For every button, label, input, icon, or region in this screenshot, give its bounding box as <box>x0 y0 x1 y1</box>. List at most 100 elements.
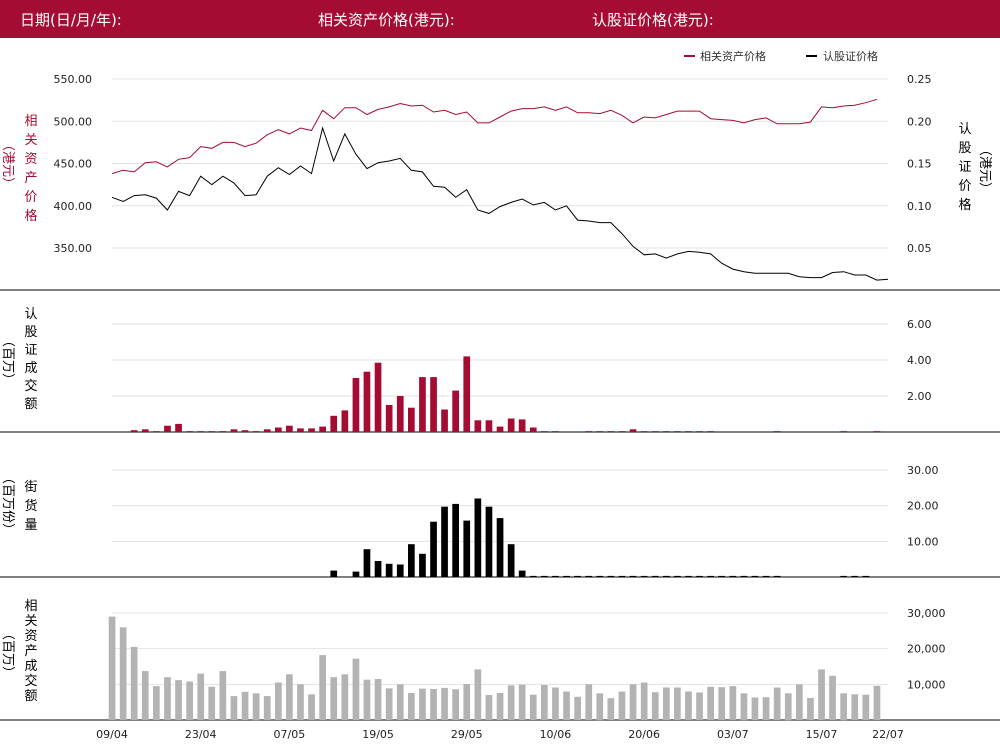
bar <box>607 575 615 577</box>
right-axis-title-char: 价 <box>958 179 971 194</box>
bar <box>463 356 471 432</box>
right-tick-label: 0.05 <box>907 242 932 255</box>
bar <box>651 431 659 432</box>
axis-title-char: 关 <box>24 614 37 629</box>
bar <box>607 431 615 432</box>
legend-warrant-label: 认股证价格 <box>823 49 878 63</box>
bar <box>773 431 781 432</box>
bar <box>529 575 537 577</box>
bar <box>230 429 238 432</box>
bar <box>818 669 825 720</box>
bar <box>319 655 326 720</box>
bar <box>308 694 315 720</box>
axis-title-char: 认 <box>24 307 37 322</box>
bar <box>341 674 349 720</box>
bar <box>330 677 338 720</box>
bar <box>408 544 415 577</box>
bar <box>507 544 515 577</box>
bar <box>585 575 593 577</box>
bar <box>463 684 471 720</box>
bar <box>674 687 681 720</box>
bar <box>186 431 193 432</box>
bar <box>751 575 759 577</box>
left-axis-title-char: 格 <box>24 208 37 224</box>
bar <box>784 693 792 721</box>
bar <box>541 685 548 720</box>
bar <box>851 575 859 577</box>
bar <box>396 564 404 577</box>
bar <box>696 692 703 720</box>
bar <box>319 426 326 432</box>
bar <box>175 423 182 432</box>
bar <box>441 409 448 432</box>
bar <box>164 425 171 432</box>
bar <box>674 575 681 577</box>
bar <box>430 521 437 577</box>
bar <box>208 686 216 720</box>
bar <box>396 684 404 720</box>
bar <box>385 405 393 432</box>
bar <box>685 575 692 577</box>
bar <box>297 684 304 720</box>
bar <box>762 697 770 720</box>
right-tick-label: 0.15 <box>907 158 932 171</box>
bar <box>496 426 504 432</box>
bar <box>651 692 659 720</box>
bar <box>275 427 282 432</box>
axis-title-char: 量 <box>24 518 37 533</box>
left-tick-label: 450.00 <box>54 158 93 171</box>
bar <box>374 679 382 720</box>
bar <box>219 431 227 432</box>
axis-title-char: 资 <box>24 629 37 644</box>
bar <box>629 429 637 432</box>
bar <box>153 686 160 720</box>
bar <box>585 431 593 432</box>
right-tick-label: 6.00 <box>907 318 932 331</box>
bar <box>485 506 493 577</box>
left-axis-title-char: 资 <box>24 152 37 167</box>
bar <box>873 685 881 720</box>
axis-title-char: 交 <box>24 378 37 394</box>
asset-price-line <box>111 98 878 175</box>
bar <box>241 430 249 432</box>
bar <box>685 431 692 432</box>
axis-title-char: 相 <box>24 599 37 614</box>
header-bar: 日期(日/月/年): 相关资产价格(港元): 认股证价格(港元): <box>0 0 1000 38</box>
bar <box>640 575 648 577</box>
bar <box>529 694 537 720</box>
axis-title-char: 街 <box>24 480 37 495</box>
bar <box>729 686 737 720</box>
bar <box>585 684 593 720</box>
axis-title-char: 货 <box>24 498 37 514</box>
bar <box>773 575 781 577</box>
bar <box>297 428 304 432</box>
bar <box>252 431 260 432</box>
bar <box>197 673 205 720</box>
axis-title-char: 成 <box>24 361 37 376</box>
bar <box>396 396 404 432</box>
axis-title-char: 额 <box>24 689 37 704</box>
bar <box>419 553 426 577</box>
bar <box>119 627 127 720</box>
bar <box>352 571 360 577</box>
bar <box>618 691 626 720</box>
bar <box>696 431 703 432</box>
bar <box>663 575 670 577</box>
x-tick-label: 10/06 <box>540 728 572 741</box>
bar <box>674 431 681 432</box>
axis-title-char: 产 <box>24 644 37 659</box>
x-tick-label: 09/04 <box>96 728 128 741</box>
bar <box>175 680 182 720</box>
right-axis-title-char: 认 <box>958 122 971 137</box>
right-tick-label: 2.00 <box>907 390 932 403</box>
right-tick-label: 0.25 <box>907 73 932 86</box>
axis-title-char: 证 <box>24 343 37 358</box>
bar <box>363 679 371 720</box>
bar <box>452 503 459 577</box>
x-tick-label: 19/05 <box>362 728 394 741</box>
axis-title-char: 股 <box>24 325 37 340</box>
bar <box>696 575 703 577</box>
x-tick-label: 29/05 <box>451 728 483 741</box>
left-tick-label: 500.00 <box>54 115 93 128</box>
